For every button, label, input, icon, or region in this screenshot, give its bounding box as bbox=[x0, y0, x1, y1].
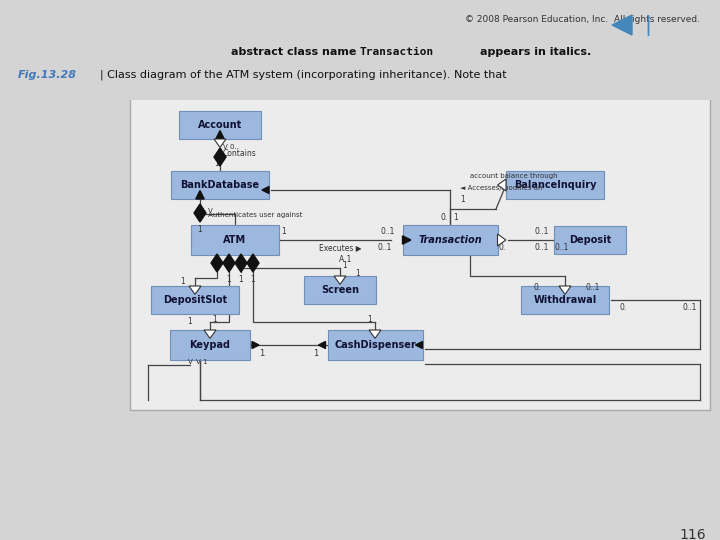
Text: # Authenticates user against: # Authenticates user against bbox=[200, 212, 302, 218]
Text: 0..1: 0..1 bbox=[555, 244, 570, 253]
Text: Deposit: Deposit bbox=[569, 235, 611, 245]
Text: 1: 1 bbox=[368, 315, 372, 325]
Text: CashDispenser: CashDispenser bbox=[334, 340, 416, 350]
Polygon shape bbox=[214, 148, 226, 166]
Text: Executes ▶: Executes ▶ bbox=[320, 244, 362, 253]
Polygon shape bbox=[252, 341, 259, 348]
Polygon shape bbox=[194, 204, 206, 222]
Text: 0..1: 0..1 bbox=[380, 227, 395, 237]
Polygon shape bbox=[402, 236, 411, 244]
Text: 1: 1 bbox=[212, 315, 217, 325]
Text: 1: 1 bbox=[181, 278, 185, 287]
Text: 1: 1 bbox=[197, 225, 202, 233]
Polygon shape bbox=[189, 286, 201, 294]
FancyBboxPatch shape bbox=[402, 225, 498, 255]
Polygon shape bbox=[223, 254, 235, 272]
Text: 1: 1 bbox=[343, 261, 347, 271]
Polygon shape bbox=[204, 330, 216, 339]
FancyBboxPatch shape bbox=[171, 171, 269, 199]
FancyBboxPatch shape bbox=[0, 0, 720, 100]
Polygon shape bbox=[235, 254, 247, 272]
Polygon shape bbox=[334, 276, 346, 285]
Text: 0..1: 0..1 bbox=[683, 303, 697, 313]
Text: 0..1: 0..1 bbox=[586, 284, 600, 293]
Text: Account: Account bbox=[198, 120, 242, 130]
Text: abstract class name: abstract class name bbox=[230, 47, 360, 57]
Text: V 0..: V 0.. bbox=[223, 144, 239, 150]
Text: 0.: 0. bbox=[499, 244, 506, 253]
Text: 1: 1 bbox=[238, 274, 243, 284]
Text: 1: 1 bbox=[188, 318, 192, 327]
Text: V 1: V 1 bbox=[197, 359, 208, 365]
Text: 1: 1 bbox=[356, 269, 361, 279]
Text: DepositSlot: DepositSlot bbox=[163, 295, 227, 305]
Polygon shape bbox=[214, 139, 226, 147]
Polygon shape bbox=[498, 179, 506, 191]
Text: Fig.13.28: Fig.13.28 bbox=[18, 70, 77, 80]
Text: account balance through: account balance through bbox=[470, 173, 557, 179]
Text: 0.: 0. bbox=[619, 303, 626, 313]
Text: © 2008 Pearson Education, Inc.  All rights reserved.: © 2008 Pearson Education, Inc. All right… bbox=[465, 16, 700, 24]
FancyBboxPatch shape bbox=[521, 286, 609, 314]
Polygon shape bbox=[415, 341, 423, 348]
Polygon shape bbox=[247, 254, 259, 272]
Text: Contains: Contains bbox=[223, 148, 257, 158]
FancyBboxPatch shape bbox=[130, 35, 710, 410]
FancyBboxPatch shape bbox=[170, 330, 250, 360]
Text: 0.: 0. bbox=[441, 213, 448, 221]
Text: 1: 1 bbox=[227, 274, 231, 284]
FancyBboxPatch shape bbox=[151, 286, 239, 314]
Text: 1: 1 bbox=[259, 348, 265, 357]
Polygon shape bbox=[498, 234, 506, 246]
Text: 0.: 0. bbox=[534, 284, 541, 293]
Text: V: V bbox=[207, 208, 212, 214]
Polygon shape bbox=[559, 286, 571, 294]
Polygon shape bbox=[262, 186, 269, 193]
Text: V: V bbox=[188, 359, 192, 365]
Text: Withdrawal: Withdrawal bbox=[534, 295, 597, 305]
FancyBboxPatch shape bbox=[328, 330, 423, 360]
FancyBboxPatch shape bbox=[191, 225, 279, 255]
Polygon shape bbox=[318, 341, 325, 348]
Text: | Class diagram of the ATM system (incorporating inheritance). Note that: | Class diagram of the ATM system (incor… bbox=[100, 70, 507, 80]
Text: 1: 1 bbox=[215, 159, 220, 167]
Polygon shape bbox=[369, 330, 381, 339]
Polygon shape bbox=[216, 131, 224, 139]
FancyBboxPatch shape bbox=[506, 171, 604, 199]
Polygon shape bbox=[612, 15, 632, 35]
Text: 1: 1 bbox=[251, 274, 256, 284]
Text: Transaction: Transaction bbox=[418, 235, 482, 245]
FancyBboxPatch shape bbox=[179, 111, 261, 139]
Text: 116: 116 bbox=[680, 528, 706, 540]
Text: ATM: ATM bbox=[223, 235, 246, 245]
Text: 0..1: 0..1 bbox=[377, 244, 392, 253]
Polygon shape bbox=[196, 191, 204, 199]
Text: Transaction: Transaction bbox=[360, 47, 434, 57]
Text: 0..1: 0..1 bbox=[535, 244, 549, 253]
Text: Keypad: Keypad bbox=[189, 340, 230, 350]
FancyBboxPatch shape bbox=[554, 226, 626, 254]
Text: 1: 1 bbox=[454, 213, 459, 221]
Text: V: V bbox=[197, 208, 202, 214]
Text: ◄ Accesses/modifies an: ◄ Accesses/modifies an bbox=[460, 185, 542, 191]
Text: 1: 1 bbox=[282, 227, 287, 237]
Text: 1: 1 bbox=[313, 348, 318, 357]
Text: Screen: Screen bbox=[321, 285, 359, 295]
Text: A 1: A 1 bbox=[339, 255, 351, 265]
Polygon shape bbox=[211, 254, 223, 272]
Text: appears in italics.: appears in italics. bbox=[480, 47, 591, 57]
Text: BalanceInquiry: BalanceInquiry bbox=[514, 180, 596, 190]
FancyBboxPatch shape bbox=[304, 276, 376, 304]
Text: 1: 1 bbox=[460, 195, 464, 205]
Text: 0..1: 0..1 bbox=[535, 227, 549, 237]
Text: BankDatabase: BankDatabase bbox=[181, 180, 260, 190]
